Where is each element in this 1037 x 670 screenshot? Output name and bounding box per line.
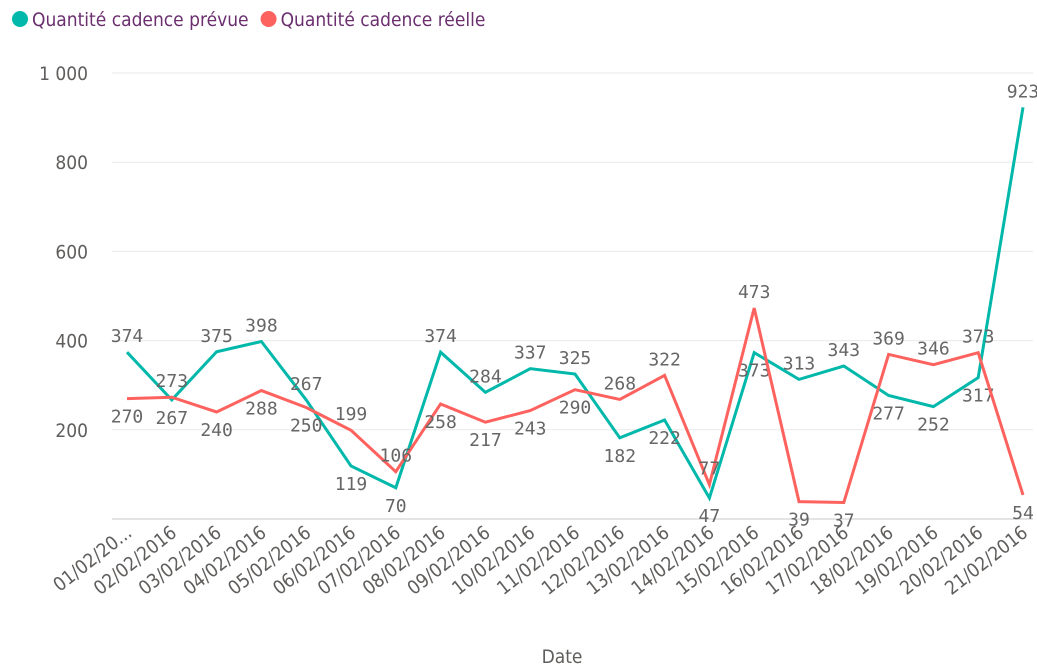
data-label: 267 bbox=[156, 408, 189, 429]
data-label: 54 bbox=[1012, 503, 1034, 524]
y-tick-label: 400 bbox=[55, 331, 88, 353]
data-label: 258 bbox=[424, 412, 457, 433]
data-label: 267 bbox=[290, 374, 323, 395]
data-label: 374 bbox=[111, 326, 144, 347]
data-label: 182 bbox=[604, 446, 637, 467]
y-tick-label: 600 bbox=[55, 241, 88, 263]
x-axis-label: Date bbox=[542, 646, 583, 668]
data-label: 473 bbox=[738, 282, 771, 303]
data-label: 375 bbox=[200, 326, 233, 347]
data-label: 346 bbox=[917, 339, 950, 360]
data-label: 373 bbox=[962, 327, 995, 348]
data-label: 290 bbox=[559, 398, 592, 419]
y-tick-label: 200 bbox=[55, 420, 88, 442]
series-line bbox=[125, 107, 1025, 502]
data-label: 47 bbox=[699, 506, 721, 527]
data-label: 277 bbox=[872, 403, 905, 424]
legend-label: Quantité cadence réelle bbox=[281, 9, 486, 31]
legend-label: Quantité cadence prévue bbox=[32, 9, 249, 31]
data-label: 252 bbox=[917, 415, 950, 436]
data-label: 217 bbox=[469, 430, 502, 451]
data-label: 37 bbox=[833, 510, 855, 531]
data-label: 325 bbox=[559, 348, 592, 369]
legend-marker bbox=[12, 11, 28, 27]
y-tick-label: 1 000 bbox=[39, 63, 88, 85]
data-label: 270 bbox=[111, 407, 144, 428]
y-tick-label: 800 bbox=[55, 152, 88, 174]
data-label: 317 bbox=[962, 386, 995, 407]
series-line bbox=[126, 307, 1025, 505]
data-label: 313 bbox=[783, 353, 816, 374]
data-label: 240 bbox=[200, 420, 233, 441]
data-label: 70 bbox=[385, 496, 407, 517]
data-label: 199 bbox=[335, 404, 368, 425]
data-label: 250 bbox=[290, 416, 323, 437]
data-label: 268 bbox=[604, 373, 637, 394]
data-label: 77 bbox=[699, 459, 721, 480]
data-label: 273 bbox=[156, 371, 189, 392]
data-label: 369 bbox=[872, 328, 905, 349]
data-label: 322 bbox=[648, 349, 681, 370]
data-label: 343 bbox=[828, 340, 861, 361]
data-label: 398 bbox=[245, 315, 278, 336]
data-label: 923 bbox=[1007, 81, 1037, 102]
data-label: 243 bbox=[514, 419, 547, 440]
data-label: 106 bbox=[380, 446, 413, 467]
data-label: 288 bbox=[245, 399, 278, 420]
data-label: 119 bbox=[335, 474, 368, 495]
legend-marker bbox=[260, 11, 277, 27]
data-label: 39 bbox=[788, 510, 810, 531]
data-label: 374 bbox=[424, 326, 457, 347]
data-label: 373 bbox=[738, 361, 771, 382]
data-label: 222 bbox=[648, 428, 681, 449]
data-label: 337 bbox=[514, 343, 547, 364]
data-label: 284 bbox=[469, 366, 502, 387]
